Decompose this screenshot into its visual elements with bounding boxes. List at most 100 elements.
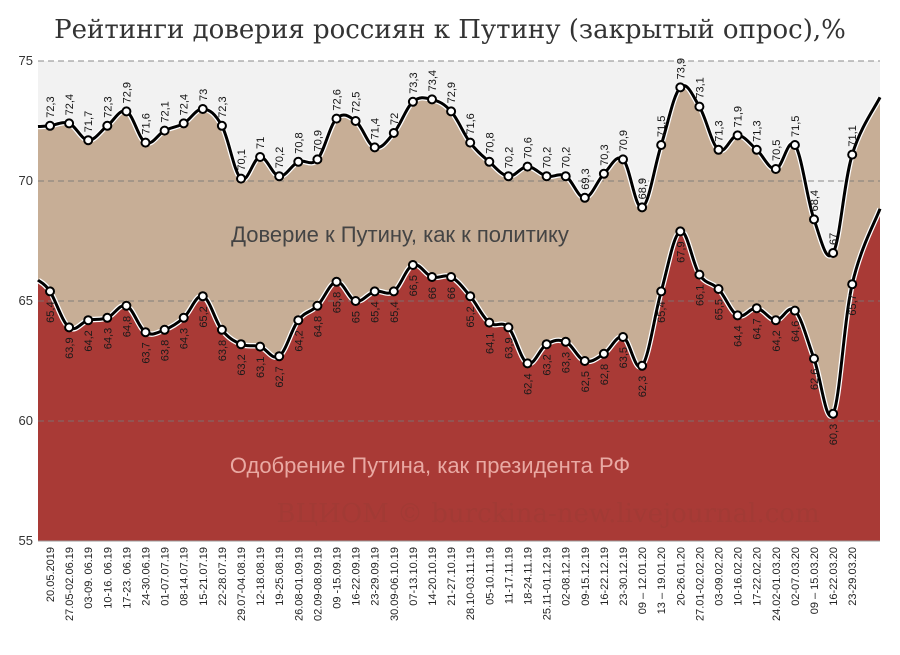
data-label-trust: 71,7 — [83, 111, 95, 132]
data-label-trust: 73,3 — [408, 72, 420, 93]
data-label-trust: 73,4 — [427, 70, 439, 91]
data-label-approval: 63,5 — [618, 347, 630, 368]
xtick-label: 27.01-02.02.20 — [694, 547, 706, 621]
xtick-label: 20.05.2019 — [45, 547, 57, 602]
xtick-label: 12-18.08.19 — [255, 547, 267, 606]
xtick-label: 17-22.02.20 — [752, 547, 764, 606]
data-label-approval: 63,9 — [64, 337, 76, 358]
point-approval — [427, 272, 437, 282]
data-label-approval: 64,3 — [102, 328, 114, 349]
point-approval — [102, 312, 113, 323]
data-label-trust: 72,3 — [45, 96, 57, 117]
xtick-label: 30.09-06.10.19 — [389, 547, 401, 621]
point-approval — [847, 279, 858, 290]
data-label-approval: 62,8 — [599, 364, 611, 385]
data-label-trust: 71,4 — [370, 118, 382, 139]
data-label-trust: 71,5 — [656, 116, 668, 137]
point-trust — [656, 140, 667, 150]
point-approval — [713, 284, 724, 294]
xtick-label: 24-30.06.19 — [141, 547, 153, 606]
point-approval — [178, 312, 189, 323]
point-approval — [675, 226, 686, 237]
xtick-label: 02.09-08.09.19 — [312, 547, 324, 621]
point-approval — [751, 303, 762, 314]
point-trust — [369, 142, 380, 153]
data-label-approval: 67,9 — [675, 241, 687, 262]
xtick-label: 02-08.12.19 — [561, 547, 573, 606]
data-label-approval: 63,3 — [561, 352, 573, 373]
xtick-label: 15-21.07.19 — [198, 547, 210, 606]
data-label-trust: 70,9 — [312, 130, 324, 151]
point-approval — [236, 339, 246, 350]
data-label-approval: 64,8 — [312, 316, 324, 337]
point-approval — [407, 260, 418, 270]
data-label-trust: 73,1 — [694, 77, 706, 98]
point-trust — [236, 173, 246, 184]
data-label-trust: 72,5 — [351, 92, 363, 113]
point-approval — [541, 339, 552, 350]
data-label-approval: 65,7 — [847, 294, 859, 315]
point-approval — [560, 336, 571, 347]
point-trust — [427, 94, 437, 105]
area-approval — [38, 208, 880, 541]
point-trust — [847, 149, 858, 160]
point-approval — [828, 408, 839, 419]
point-approval — [465, 291, 476, 302]
point-approval — [694, 269, 705, 280]
point-trust — [102, 120, 113, 131]
point-trust — [770, 164, 781, 174]
point-trust — [178, 118, 189, 129]
xtick-label: 07-13.10.19 — [408, 547, 420, 606]
data-label-approval: 63,8 — [160, 340, 172, 361]
data-label-trust: 72,1 — [160, 101, 172, 122]
point-approval — [312, 300, 323, 311]
xtick-label: 09 – 12.01.20 — [637, 547, 649, 614]
data-label-approval: 66,1 — [694, 285, 706, 306]
data-label-approval: 64,2 — [293, 330, 305, 351]
xtick-label: 18-24.11.19 — [523, 547, 535, 605]
chart-title: Рейтинги доверия россиян к Путину (закры… — [54, 15, 846, 45]
point-trust — [255, 152, 266, 162]
xtick-label: 21-27.10.19 — [446, 547, 458, 606]
data-label-approval: 63,2 — [542, 354, 554, 375]
xtick-label: 23-30.12.19 — [618, 547, 630, 606]
xtick-label: 01-07.07.19 — [160, 547, 172, 606]
data-label-trust: 70,6 — [523, 137, 535, 158]
point-trust — [350, 116, 361, 126]
data-label-approval: 62,3 — [637, 376, 649, 397]
point-approval — [140, 327, 151, 338]
data-label-trust: 70,2 — [503, 147, 515, 168]
point-approval — [656, 286, 667, 297]
data-label-trust: 71,5 — [790, 116, 802, 137]
point-trust — [64, 118, 75, 129]
ytick-label-70: 70 — [19, 173, 33, 188]
point-approval — [732, 310, 743, 321]
data-label-trust: 71,6 — [141, 113, 153, 134]
xtick-label: 03-09.02.20 — [714, 547, 726, 606]
point-approval — [446, 272, 457, 282]
data-label-approval: 65,2 — [465, 306, 477, 327]
point-trust — [809, 214, 819, 225]
point-approval — [83, 315, 94, 326]
point-trust — [789, 140, 800, 150]
data-label-approval: 65,4 — [389, 301, 401, 322]
point-trust — [503, 171, 514, 182]
data-label-approval: 62,6 — [809, 369, 821, 390]
point-trust — [159, 125, 170, 136]
xtick-label: 05-10.11.19 — [484, 547, 496, 605]
ytick-label-55: 55 — [19, 533, 33, 548]
xtick-label: 09-15.12.19 — [580, 547, 592, 606]
point-approval — [388, 286, 399, 297]
point-trust — [713, 144, 724, 155]
data-label-approval: 63,1 — [255, 357, 267, 378]
point-approval — [579, 356, 590, 366]
point-trust — [331, 113, 342, 124]
data-label-trust: 68,4 — [809, 190, 821, 211]
xtick-label: 16-22.03.20 — [828, 547, 840, 606]
data-label-trust: 71,3 — [714, 120, 726, 141]
xtick-label: 16-22.09.19 — [351, 547, 363, 606]
point-approval — [121, 300, 132, 311]
ytick-label-75: 75 — [19, 53, 33, 68]
point-trust — [274, 171, 285, 182]
data-label-trust: 73 — [198, 89, 210, 101]
